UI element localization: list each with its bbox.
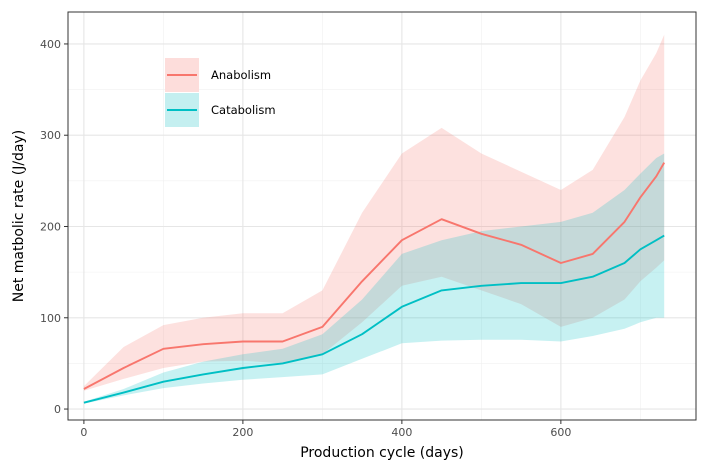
catabolism-ribbon <box>83 153 665 404</box>
x-tick-label: 600 <box>550 426 571 439</box>
axes: 0 200 400 600 0 100 200 300 400 <box>40 38 571 439</box>
y-axis-title: Net matbolic rate (J/day) <box>11 130 27 303</box>
anabolism-line <box>83 162 666 390</box>
y-tick-label: 300 <box>40 129 61 142</box>
x-tick-label: 200 <box>232 426 253 439</box>
x-axis-title: Production cycle (days) <box>300 445 464 461</box>
anabolism-legend-label: Anabolism <box>211 68 271 82</box>
y-tick-label: 100 <box>40 312 61 325</box>
legend: Anabolism Catabolism <box>165 58 276 127</box>
y-tick-label: 400 <box>40 38 61 51</box>
catabolism-line <box>83 234 665 404</box>
confidence-ribbons <box>83 34 665 404</box>
series-lines <box>83 162 666 404</box>
anabolism-ribbon <box>83 34 665 391</box>
y-tick-label: 0 <box>54 403 61 416</box>
x-tick-label: 0 <box>80 426 87 439</box>
x-tick-label: 400 <box>391 426 412 439</box>
plot-border <box>67 11 697 421</box>
y-tick-label: 200 <box>40 220 61 233</box>
catabolism-legend-label: Catabolism <box>211 103 276 117</box>
